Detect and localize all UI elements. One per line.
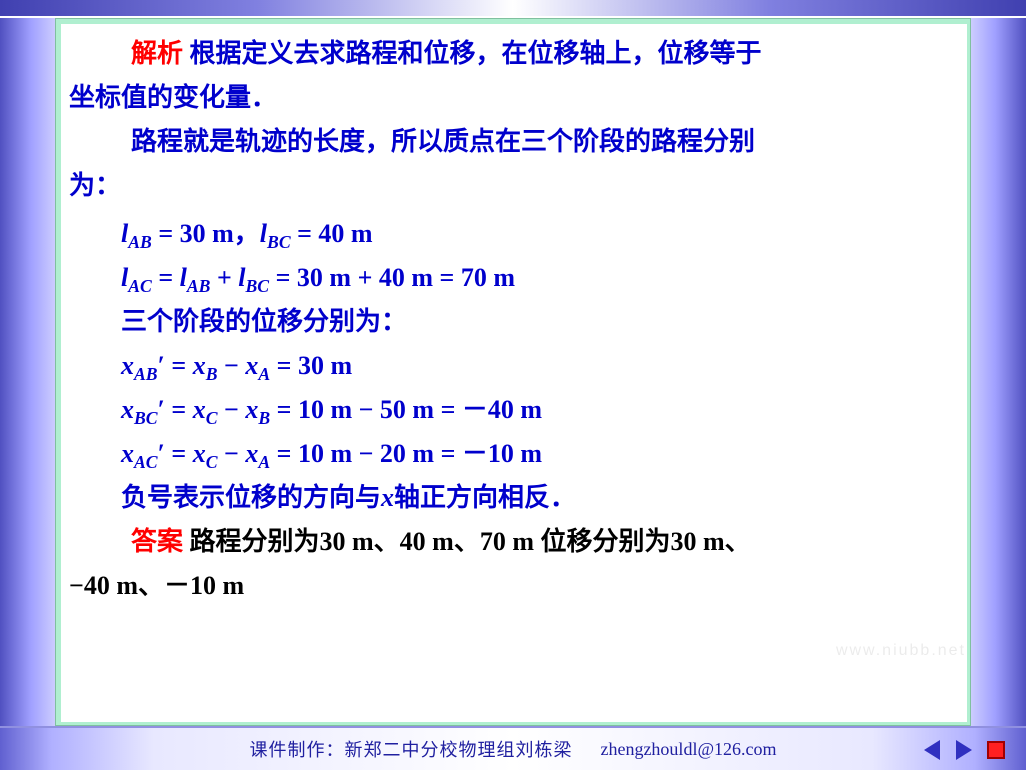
stop-button[interactable]: [984, 738, 1008, 762]
eq5-val: = 10 m − 20 m = －10 m: [270, 439, 542, 468]
paragraph-3: 三个阶段的位移分别为：: [121, 304, 407, 340]
triangle-left-icon: [924, 740, 940, 760]
eq5-xc: x: [193, 439, 206, 468]
equation-2: lAC = lAB + lBC = 30 m + 40 m = 70 m: [121, 260, 515, 299]
eq4-sub: BC: [134, 408, 158, 428]
eq5-x: x: [121, 439, 134, 468]
eq5-prime: ′ =: [158, 439, 193, 468]
p4b: 轴正方向相反．: [394, 483, 576, 512]
watermark: www.niubb.net: [836, 642, 966, 660]
answer-line-2: −40 m、－10 m: [69, 568, 244, 604]
eq5-xa: x: [245, 439, 258, 468]
eq5-suba: A: [258, 452, 270, 472]
paragraph-4: 负号表示位移的方向与x轴正方向相反．: [121, 480, 576, 516]
content-panel: 解析 根据定义去求路程和位移，在位移轴上，位移等于 坐标值的变化量． 路程就是轨…: [61, 24, 967, 722]
paragraph-2-line-2: 为：: [69, 168, 121, 204]
top-gradient-bar: [0, 0, 1026, 18]
equation-3: xAB′ = xB − xA = 30 m: [121, 348, 352, 387]
eq2-rest: = 30 m + 40 m = 70 m: [269, 263, 515, 292]
p1a: 根据定义去求路程和位移，在位移轴上，位移等于: [183, 39, 762, 68]
triangle-right-icon: [956, 740, 972, 760]
eq3-sub: AB: [134, 364, 158, 384]
eq2-c: l: [238, 263, 245, 292]
p4a: 负号表示位移的方向与: [121, 483, 381, 512]
ans1: 路程分别为30 m、40 m、70 m 位移分别为30 m、: [183, 527, 751, 556]
eq4-xc: x: [193, 395, 206, 424]
eq2-bsub: AB: [187, 276, 211, 296]
eq2-plus: +: [210, 263, 238, 292]
paragraph-1-line-1: 解析 根据定义去求路程和位移，在位移轴上，位移等于: [131, 36, 762, 72]
footer-bar: 课件制作：新郑二中分校物理组刘栋梁 zhengzhouldl@126.com: [0, 726, 1026, 770]
eq3-val: = 30 m: [270, 351, 352, 380]
eq4-x: x: [121, 395, 134, 424]
eq2-csub: BC: [246, 276, 270, 296]
paragraph-2-line-1: 路程就是轨迹的长度，所以质点在三个阶段的路程分别: [131, 124, 755, 160]
eq2-eq: =: [152, 263, 180, 292]
eq4-minus: −: [218, 395, 246, 424]
eq4-subb: B: [258, 408, 270, 428]
eq3-xa: x: [245, 351, 258, 380]
eq1-mid2: = 40 m: [291, 219, 373, 248]
eq3-minus: −: [218, 351, 246, 380]
eq1-l2: l: [260, 219, 267, 248]
footer-credit: 课件制作：新郑二中分校物理组刘栋梁: [249, 736, 572, 762]
eq5-minus: −: [218, 439, 246, 468]
slide-area: 解析 根据定义去求路程和位移，在位移轴上，位移等于 坐标值的变化量． 路程就是轨…: [55, 18, 971, 726]
eq1-mid1: = 30 m，: [152, 219, 260, 248]
equation-1: lAB = 30 m，lBC = 40 m: [121, 216, 373, 255]
eq2-asub: AC: [128, 276, 152, 296]
eq3-subb: B: [206, 364, 218, 384]
eq1-sub1: AB: [128, 232, 152, 252]
eq3-prime: ′ =: [158, 351, 193, 380]
equation-5: xAC′ = xC − xA = 10 m − 20 m = －10 m: [121, 436, 542, 475]
prev-button[interactable]: [920, 738, 944, 762]
p4x: x: [381, 483, 394, 512]
answer-line-1: 答案 路程分别为30 m、40 m、70 m 位移分别为30 m、: [131, 524, 751, 560]
stop-square-icon: [987, 741, 1005, 759]
eq2-b: l: [180, 263, 187, 292]
daan-label: 答案: [131, 527, 183, 556]
eq1-sub2: BC: [267, 232, 291, 252]
eq3-xb: x: [193, 351, 206, 380]
eq4-xb: x: [245, 395, 258, 424]
eq3-x: x: [121, 351, 134, 380]
eq4-val: = 10 m − 50 m = －40 m: [270, 395, 542, 424]
jiexi-label: 解析: [131, 39, 183, 68]
eq5-sub: AC: [134, 452, 158, 472]
eq4-subc: C: [206, 408, 218, 428]
nav-controls: [920, 738, 1008, 762]
eq4-prime: ′ =: [158, 395, 193, 424]
next-button[interactable]: [952, 738, 976, 762]
eq5-subc: C: [206, 452, 218, 472]
footer-email: zhengzhouldl@126.com: [600, 739, 776, 760]
equation-4: xBC′ = xC − xB = 10 m − 50 m = －40 m: [121, 392, 542, 431]
paragraph-1-line-2: 坐标值的变化量．: [69, 80, 277, 116]
eq3-suba: A: [258, 364, 270, 384]
